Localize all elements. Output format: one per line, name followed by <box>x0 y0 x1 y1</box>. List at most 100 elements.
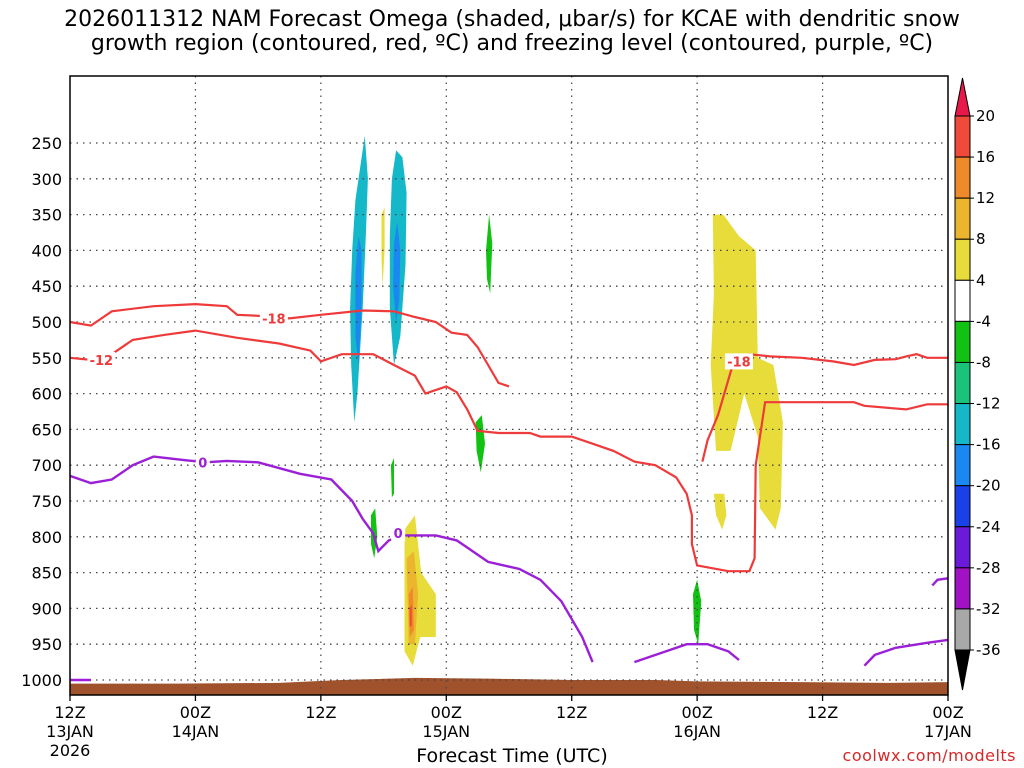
omega-region-upward-band-1-core <box>355 236 362 365</box>
plot-frame <box>69 75 949 696</box>
colorbar-bin-2 <box>954 197 971 240</box>
omega-region-weak-lift-920 <box>693 579 702 645</box>
y-tick-label-950: 950 <box>31 635 62 654</box>
colorbar-bin-0 <box>954 115 971 158</box>
red-contour-label-0: -18 <box>262 312 286 327</box>
y-axis-ticks: 250 300 350 400 450 500 550 600 650 700 750 800 850 9… <box>21 134 62 690</box>
y-tick-label-850: 850 <box>31 564 62 583</box>
x-tick-label-84: 00Z <box>932 703 963 722</box>
x-tick-label-48: 12Z <box>556 703 587 722</box>
red-contour-label-1: -12 <box>90 354 114 369</box>
omega-region-weak-lift-thin <box>381 207 385 287</box>
x-tick-label-36: 00Z <box>431 703 462 722</box>
red-contour-label-2: -18 <box>727 355 751 370</box>
colorbar-label-10: -24 <box>976 518 1001 536</box>
colorbar-label-8: -16 <box>976 436 1001 454</box>
purple-contour-label-extra: 0 <box>394 527 403 542</box>
x-axis-label: Forecast Time (UTC) <box>416 745 608 767</box>
plot-frame-rect <box>69 75 949 696</box>
y-tick-label-550: 550 <box>31 349 62 368</box>
x-tick-year-0: 2026 <box>50 741 91 760</box>
omega-region-sinking-low-16 <box>409 604 412 627</box>
colorbar-bin-10 <box>954 526 971 569</box>
colorbar-label-3: 8 <box>976 230 986 248</box>
omega-region-weak-lift-650 <box>475 415 485 473</box>
colorbar-bin-12 <box>954 608 971 651</box>
colorbar-bin-8 <box>954 444 971 487</box>
x-tick-sublabel-0: 13JAN <box>46 722 94 741</box>
colorbar-label-11: -28 <box>976 559 1001 577</box>
colorbar-bin-9 <box>954 485 971 528</box>
colorbar-label-4: 4 <box>976 271 986 289</box>
x-tick-sublabel-36: 15JAN <box>422 722 470 741</box>
x-tick-label-60: 00Z <box>681 703 712 722</box>
red-contour-1 <box>69 329 948 573</box>
red-contour-label-bg-2 <box>724 353 753 370</box>
x-tick-label-0: 12Z <box>54 703 85 722</box>
credit-link[interactable]: coolwx.com/modelts <box>842 746 1016 765</box>
red-contour-2 <box>701 353 948 462</box>
y-tick-label-600: 600 <box>31 385 62 404</box>
red-contour-label-bg-1 <box>87 351 116 368</box>
ground-terrain <box>70 677 948 695</box>
purple-contour-label-bg-0 <box>195 454 210 471</box>
colorbar-label-1: 16 <box>976 148 995 166</box>
purple-contour-label-0: 0 <box>198 456 207 471</box>
y-tick-label-350: 350 <box>31 206 62 225</box>
y-tick-label-400: 400 <box>31 241 62 260</box>
colorbar-bin-11 <box>954 567 971 610</box>
colorbar-label-9: -20 <box>976 477 1001 495</box>
colorbar-label-13: -36 <box>976 641 1001 659</box>
title-line-1: 2026011312 NAM Forecast Omega (shaded, μ… <box>64 7 960 32</box>
colorbar: 20 16 12 8 4 -4 -8 -12 -16 -20 -24 -28 -32 -36 <box>954 77 1001 691</box>
x-tick-sublabel-60: 16JAN <box>673 722 721 741</box>
colorbar-label-7: -12 <box>976 395 1001 413</box>
purple-contour-2 <box>863 638 949 667</box>
terrain-layer <box>70 677 948 695</box>
omega-region-weak-lift-400 <box>486 214 493 294</box>
y-tick-label-650: 650 <box>31 420 62 439</box>
colorbar-bottom-arrow <box>954 649 971 691</box>
purple-contour-3 <box>931 577 949 587</box>
chart-title: 2026011312 NAM Forecast Omega (shaded, μ… <box>0 8 1024 56</box>
x-tick-sublabel-84: 17JAN <box>924 722 972 741</box>
omega-region-weak-lift-700 <box>390 458 394 498</box>
dendritic-contours: -18 -12 -18 <box>69 302 948 573</box>
title-line-2: growth region (contoured, red, ºC) and f… <box>90 31 934 56</box>
colorbar-top-arrow <box>954 77 971 117</box>
y-tick-label-250: 250 <box>31 134 62 153</box>
y-tick-label-750: 750 <box>31 492 62 511</box>
x-tick-label-24: 12Z <box>305 703 336 722</box>
omega-region-upward-band-2-core <box>393 221 401 322</box>
omega-region-sinking-mid <box>710 214 783 530</box>
colorbar-bin-4 <box>954 279 971 322</box>
y-tick-label-500: 500 <box>31 313 62 332</box>
purple-contour-label-bg-extra <box>391 525 406 542</box>
y-tick-label-700: 700 <box>31 456 62 475</box>
omega-shaded-regions <box>350 135 783 666</box>
y-tick-label-1000: 1000 <box>21 671 62 690</box>
y-tick-label-450: 450 <box>31 277 62 296</box>
y-tick-label-800: 800 <box>31 528 62 547</box>
x-tick-sublabel-12: 14JAN <box>172 722 220 741</box>
y-tick-label-900: 900 <box>31 599 62 618</box>
colorbar-label-6: -8 <box>976 353 991 371</box>
colorbar-label-2: 12 <box>976 189 995 207</box>
colorbar-bin-5 <box>954 320 971 363</box>
purple-contour-1 <box>634 643 740 664</box>
colorbar-bin-3 <box>954 238 971 281</box>
red-contour-label-bg-0 <box>259 310 288 327</box>
red-contour-0 <box>69 302 510 388</box>
freezing-level-contours: 00 <box>69 454 949 682</box>
colorbar-bin-6 <box>954 361 971 405</box>
colorbar-label-0: 20 <box>976 107 995 125</box>
colorbar-bin-7 <box>954 403 971 446</box>
x-tick-label-12: 00Z <box>180 703 211 722</box>
y-tick-label-300: 300 <box>31 170 62 189</box>
colorbar-label-5: -4 <box>976 312 991 330</box>
purple-contour-0 <box>69 455 594 663</box>
colorbar-label-12: -32 <box>976 600 1001 618</box>
colorbar-bin-1 <box>954 156 971 199</box>
